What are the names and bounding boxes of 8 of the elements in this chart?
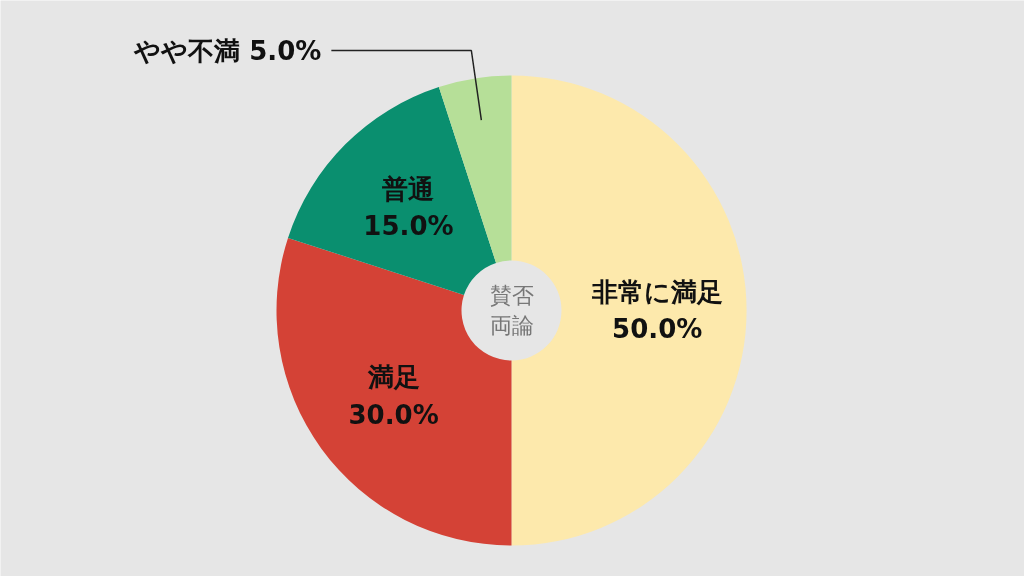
slice-label: 普通 — [381, 173, 435, 204]
slice-label: 非常に満足 — [590, 276, 723, 307]
data-label: 50.0% — [612, 314, 703, 345]
data-label: 15.0% — [363, 211, 454, 242]
slice-label: 満足 — [366, 362, 420, 393]
text: 賛否両論 — [489, 283, 534, 338]
slice-label: やや不満 5.0% — [133, 35, 322, 66]
data-label: 30.0% — [348, 399, 439, 430]
